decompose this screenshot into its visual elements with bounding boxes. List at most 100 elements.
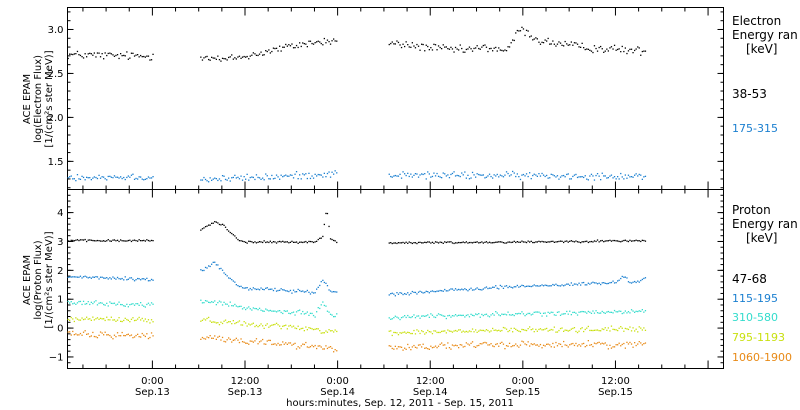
data-point	[260, 323, 262, 325]
data-point	[643, 239, 645, 242]
data-point	[559, 285, 562, 287]
data-point	[464, 345, 466, 348]
data-point	[541, 41, 543, 43]
data-point	[453, 330, 455, 332]
data-point	[536, 344, 538, 346]
data-point	[604, 175, 606, 177]
y-tick-label: 2	[57, 266, 63, 277]
data-point	[112, 276, 114, 278]
data-point	[487, 175, 489, 177]
data-point	[246, 242, 248, 244]
data-point	[67, 276, 69, 278]
data-point	[490, 314, 492, 316]
data-point	[615, 49, 617, 51]
data-point	[573, 344, 576, 347]
data-point	[120, 303, 122, 306]
data-point	[569, 310, 571, 312]
data-point	[333, 291, 335, 293]
data-point	[322, 176, 324, 178]
data-point	[218, 223, 221, 226]
data-point	[245, 241, 247, 243]
data-point	[542, 285, 545, 287]
electron-legend-title-line2: Energy ran	[732, 28, 798, 42]
data-point	[552, 240, 554, 242]
data-point	[612, 239, 614, 242]
data-point	[206, 180, 208, 182]
data-point	[262, 325, 264, 327]
data-point	[308, 346, 310, 349]
data-point	[595, 282, 597, 284]
data-point	[573, 311, 576, 313]
data-point	[312, 346, 315, 348]
data-point	[226, 339, 228, 341]
data-point	[116, 319, 119, 321]
data-point	[92, 239, 94, 242]
data-point	[262, 177, 264, 179]
data-point	[124, 317, 126, 319]
data-point	[311, 344, 313, 347]
data-point	[289, 174, 292, 176]
data-point	[69, 302, 71, 304]
data-point	[104, 304, 106, 306]
data-point	[235, 284, 237, 286]
data-point	[556, 241, 559, 243]
data-point	[99, 56, 102, 58]
data-point	[90, 301, 92, 303]
data-point	[607, 348, 609, 350]
data-point	[538, 345, 540, 347]
data-point	[516, 29, 518, 32]
data-point	[405, 293, 407, 295]
data-point	[334, 291, 336, 293]
data-point	[132, 278, 134, 281]
data-point	[283, 325, 285, 327]
data-point	[316, 328, 318, 330]
data-point	[575, 42, 577, 44]
data-point	[336, 291, 338, 293]
data-point	[451, 331, 454, 333]
data-point	[502, 326, 505, 329]
data-point	[101, 318, 103, 320]
data-point	[516, 313, 518, 315]
data-point	[626, 341, 628, 343]
data-point	[275, 242, 278, 244]
data-point	[251, 340, 253, 342]
data-point	[251, 241, 253, 243]
data-point	[260, 51, 262, 53]
data-point	[79, 275, 82, 277]
data-point	[149, 280, 151, 282]
data-point	[627, 50, 630, 52]
data-point	[217, 322, 219, 324]
data-point	[467, 48, 469, 50]
data-point	[285, 43, 287, 46]
data-point	[268, 326, 270, 328]
data-point	[69, 176, 71, 178]
data-point	[530, 314, 532, 316]
data-point	[152, 335, 154, 337]
data-point	[320, 42, 322, 45]
data-point	[563, 45, 565, 47]
data-point	[262, 241, 264, 244]
data-point	[462, 174, 464, 176]
series-38-53	[67, 26, 647, 62]
electron-ylabel-line3: [1/(cm²s ster MeV)]	[44, 50, 55, 147]
data-point	[532, 328, 534, 330]
data-point	[468, 344, 471, 346]
data-point	[99, 177, 102, 179]
data-point	[547, 343, 549, 345]
data-point	[323, 172, 325, 174]
data-point	[490, 242, 492, 244]
data-point	[76, 334, 79, 336]
data-point	[496, 173, 498, 176]
data-point	[397, 293, 400, 295]
legend-entry-310-580: 310-580	[732, 311, 778, 324]
data-point	[78, 319, 80, 321]
data-point	[297, 242, 299, 244]
data-point	[536, 241, 538, 243]
data-point	[621, 45, 623, 48]
data-point	[527, 240, 529, 242]
data-point	[536, 38, 538, 40]
data-point	[204, 300, 207, 302]
data-point	[265, 343, 267, 345]
data-point	[79, 54, 82, 57]
